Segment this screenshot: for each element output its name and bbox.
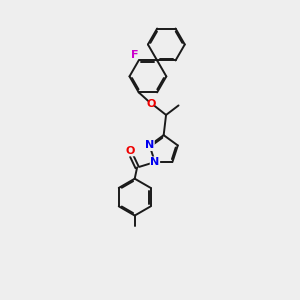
Text: O: O [125,146,135,156]
Text: N: N [150,157,160,167]
Text: O: O [146,99,156,109]
Text: F: F [131,50,138,60]
Text: N: N [145,140,154,150]
